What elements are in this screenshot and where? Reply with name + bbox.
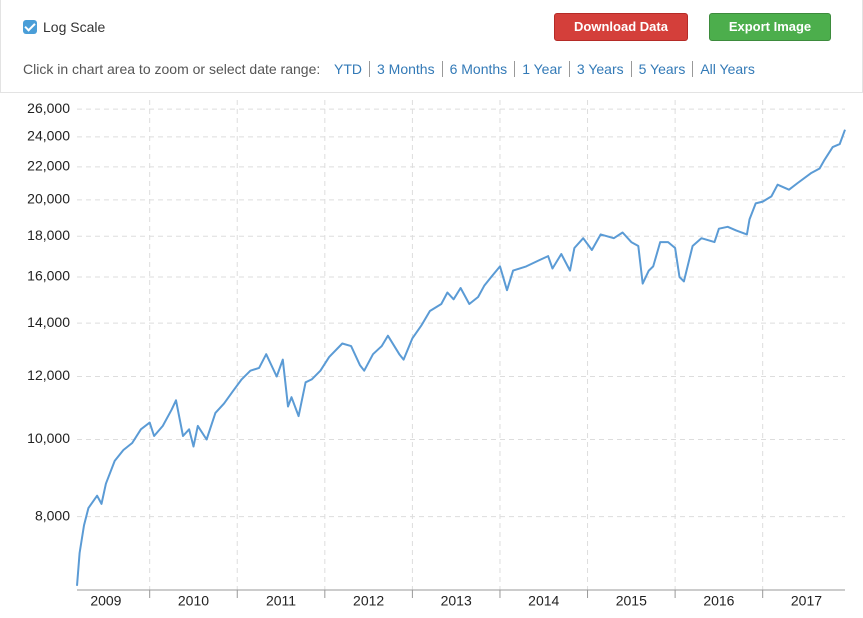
- range-link[interactable]: 3 Months: [369, 61, 442, 77]
- x-tick-label: 2016: [703, 593, 734, 609]
- toolbar: Log Scale Download Data Export Image Cli…: [0, 0, 863, 93]
- y-tick-label: 20,000: [27, 191, 70, 207]
- x-tick-label: 2009: [90, 593, 121, 609]
- y-tick-label: 10,000: [27, 430, 70, 446]
- y-tick-label: 16,000: [27, 268, 70, 284]
- range-link[interactable]: 3 Years: [568, 61, 631, 77]
- range-link[interactable]: 1 Year: [514, 61, 569, 77]
- y-tick-label: 18,000: [27, 227, 70, 243]
- range-link[interactable]: YTD: [334, 61, 362, 77]
- y-tick-label: 8,000: [35, 507, 70, 523]
- export-button[interactable]: Export Image: [709, 13, 831, 41]
- y-tick-label: 12,000: [27, 367, 70, 383]
- range-links: YTD 3 Months 6 Months 1 Year 3 Years 5 Years A…: [327, 61, 762, 77]
- data-line: [76, 129, 846, 586]
- x-tick-label: 2011: [266, 593, 296, 609]
- range-link[interactable]: 6 Months: [441, 61, 515, 77]
- x-tick-label: 2012: [353, 593, 384, 609]
- x-tick-label: 2013: [441, 593, 472, 609]
- x-tick-label: 2015: [616, 593, 647, 609]
- y-tick-label: 22,000: [27, 158, 70, 174]
- range-link[interactable]: All Years: [692, 61, 762, 77]
- x-tick-label: 2014: [528, 593, 559, 609]
- log-scale-checkbox[interactable]: [23, 20, 37, 34]
- y-tick-label: 14,000: [27, 314, 70, 330]
- chart: 8,000 10,000 12,000 14,000 16,000 18,000 20,00…: [27, 100, 846, 609]
- log-scale-label[interactable]: Log Scale: [43, 19, 106, 35]
- y-tick-label: 24,000: [27, 128, 70, 144]
- y-tick-label: 26,000: [27, 100, 70, 116]
- download-button[interactable]: Download Data: [554, 13, 688, 41]
- range-link[interactable]: 5 Years: [630, 61, 693, 77]
- zoom-hint: Click in chart area to zoom or select da…: [23, 61, 321, 77]
- x-tick-label: 2017: [791, 593, 822, 609]
- x-tick-label: 2010: [178, 593, 209, 609]
